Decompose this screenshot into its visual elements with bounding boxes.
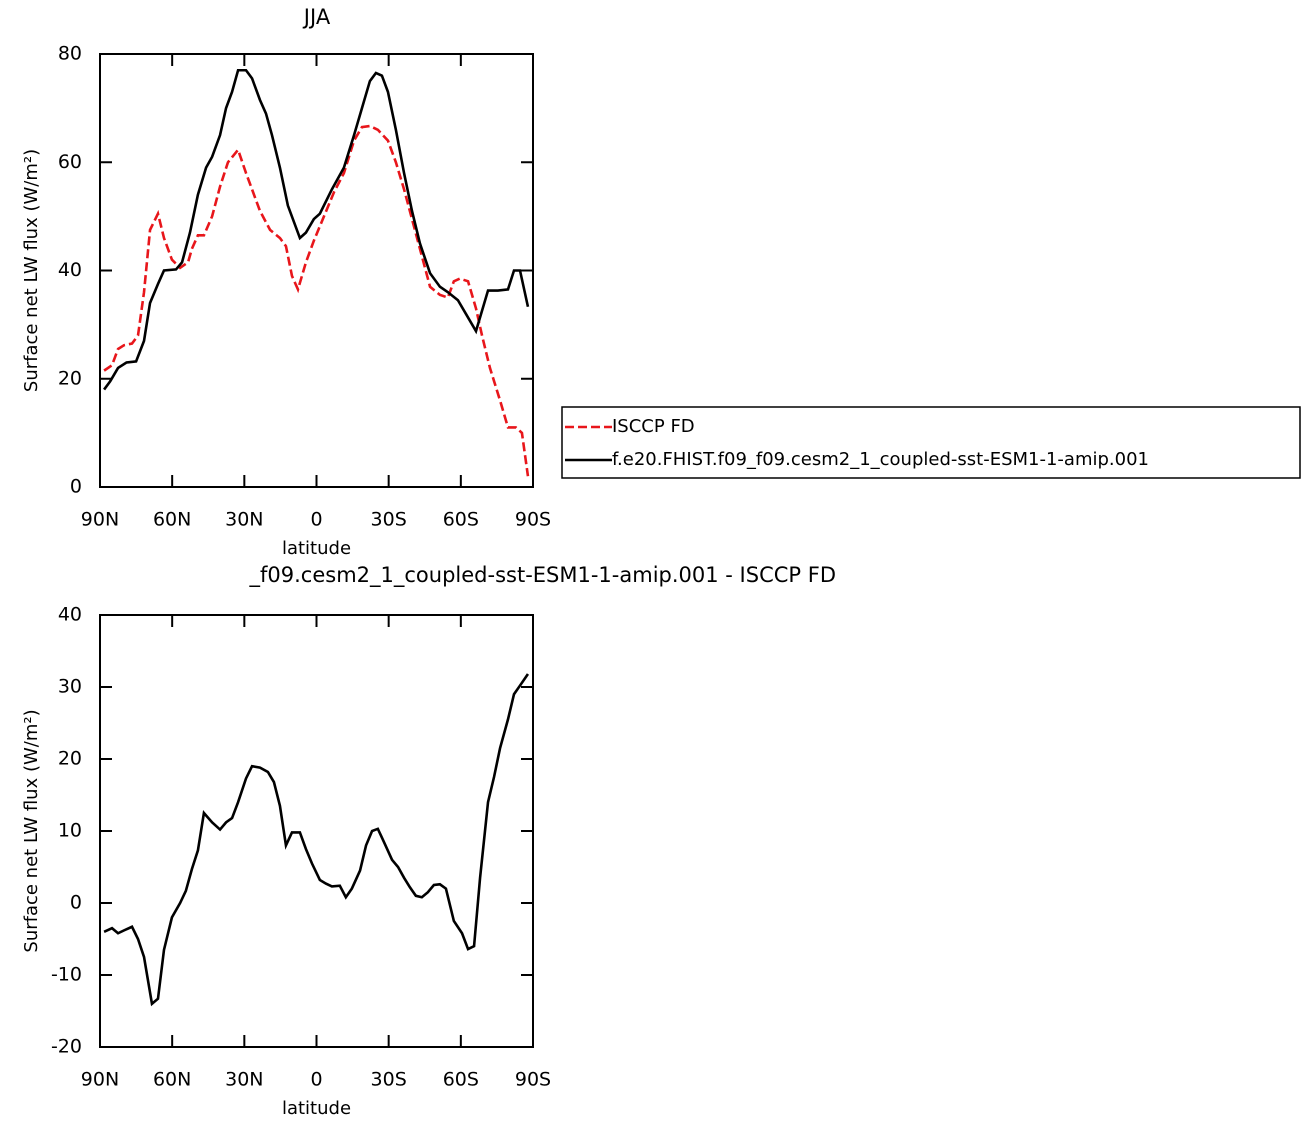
plot-frame bbox=[99, 614, 534, 1048]
y-axis-label: Surface net LW flux (W/m²) bbox=[21, 709, 42, 952]
x-tick-label: 90N bbox=[81, 509, 119, 531]
x-axis-label: latitude bbox=[282, 538, 351, 559]
legend-label: f.e20.FHIST.f09_f09.cesm2_1_coupled-sst-… bbox=[612, 449, 1149, 470]
y-axis-label: Surface net LW flux (W/m²) bbox=[21, 149, 42, 392]
x-tick-label: 60N bbox=[153, 1069, 191, 1091]
data-line bbox=[103, 68, 530, 391]
x-tick-label: 60N bbox=[153, 509, 191, 531]
x-tick-label: 30S bbox=[371, 1069, 407, 1091]
x-tick-label: 90S bbox=[515, 509, 551, 531]
y-tick-label: 40 bbox=[58, 604, 82, 626]
legend-label: ISCCP FD bbox=[612, 416, 695, 437]
y-tick-label: 40 bbox=[58, 259, 82, 281]
y-tick-label: 30 bbox=[58, 676, 82, 698]
y-tick-label: 20 bbox=[58, 748, 82, 770]
y-tick-label: 0 bbox=[70, 892, 82, 914]
y-tick-label: 0 bbox=[70, 476, 82, 498]
y-tick-label: 60 bbox=[58, 151, 82, 173]
legend-box bbox=[561, 406, 1301, 479]
y-tick-label: -10 bbox=[51, 964, 82, 986]
data-line bbox=[103, 124, 530, 477]
y-tick-label: -20 bbox=[51, 1036, 82, 1058]
chart-title: JJA bbox=[302, 5, 331, 29]
x-tick-label: 0 bbox=[310, 1069, 322, 1091]
y-tick-label: 10 bbox=[58, 820, 82, 842]
x-tick-label: 30S bbox=[371, 509, 407, 531]
chart-title: _f09.cesm2_1_coupled-sst-ESM1-1-amip.001… bbox=[249, 563, 836, 588]
x-axis-label: latitude bbox=[282, 1098, 351, 1119]
y-tick-label: 20 bbox=[58, 367, 82, 389]
x-tick-label: 90S bbox=[515, 1069, 551, 1091]
x-tick-label: 0 bbox=[310, 509, 322, 531]
x-tick-label: 60S bbox=[443, 1069, 479, 1091]
x-tick-label: 30N bbox=[225, 1069, 263, 1091]
x-tick-label: 90N bbox=[81, 1069, 119, 1091]
x-tick-label: 60S bbox=[443, 509, 479, 531]
data-line bbox=[103, 673, 530, 1007]
x-tick-label: 30N bbox=[225, 509, 263, 531]
legend: ISCCP FD f.e20.FHIST.f09_f09.cesm2_1_coup… bbox=[561, 406, 1301, 479]
y-tick-label: 80 bbox=[58, 43, 82, 65]
